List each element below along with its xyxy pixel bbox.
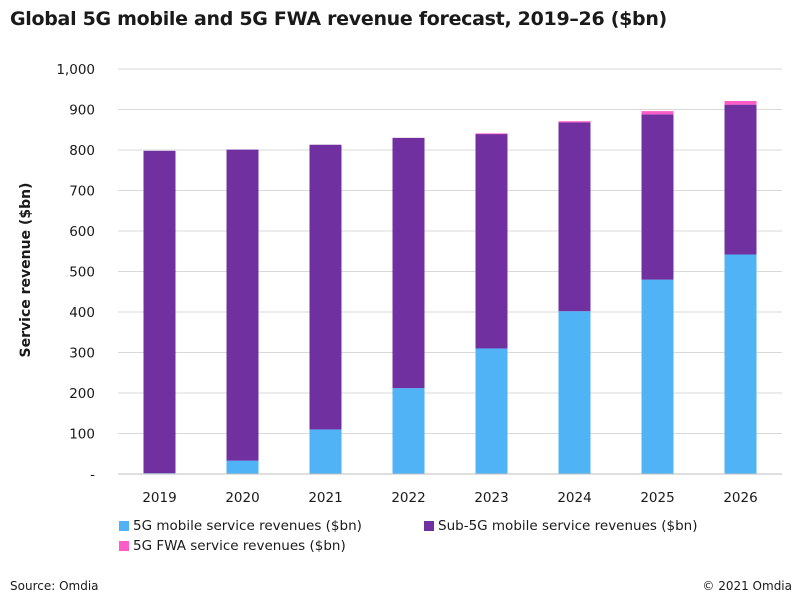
bar-5g-fwa-2026: [724, 100, 757, 105]
bar-5g-fwa-2025: [641, 111, 674, 115]
bar-5g-mobile-2021: [309, 429, 342, 474]
x-tick-label: 2019: [142, 490, 176, 506]
legend: 5G mobile service revenues ($bn) Sub-5G …: [0, 518, 800, 558]
y-tick-label: 1,000: [56, 62, 95, 78]
x-tick-label: 2024: [557, 490, 591, 506]
x-tick-label: 2025: [640, 490, 674, 506]
y-tick-label: -: [90, 467, 95, 483]
legend-swatch-5g-fwa: [119, 541, 129, 551]
y-tick-label: 200: [69, 386, 95, 402]
legend-item-5g-fwa: 5G FWA service revenues ($bn): [119, 538, 346, 554]
bar-sub-5g-mobile-2022: [392, 137, 425, 389]
legend-label-5g-fwa: 5G FWA service revenues ($bn): [133, 538, 346, 554]
copyright-note: © 2021 Omdia: [702, 579, 792, 593]
bar-5g-mobile-2026: [724, 254, 757, 474]
y-tick-label: 900: [69, 103, 95, 119]
x-tick-label: 2021: [308, 490, 342, 506]
bar-5g-mobile-2023: [475, 348, 508, 474]
bar-sub-5g-mobile-2023: [475, 133, 508, 349]
bar-sub-5g-mobile-2026: [724, 104, 757, 255]
legend-item-5g-mobile: 5G mobile service revenues ($bn): [119, 518, 362, 534]
bar-sub-5g-mobile-2025: [641, 114, 674, 280]
y-tick-label: 700: [69, 184, 95, 200]
bar-sub-5g-mobile-2021: [309, 144, 342, 430]
y-tick-label: 500: [69, 265, 95, 281]
bar-5g-fwa-2024: [558, 121, 591, 123]
bar-5g-mobile-2022: [392, 388, 425, 474]
y-tick-label: 600: [69, 224, 95, 240]
chart-plot-area: - 100 200 300 400 500 600 700 800 900 1,000 2019 202…: [18, 62, 782, 506]
bar-sub-5g-mobile-2020: [226, 149, 259, 461]
x-tick-label: 2020: [225, 490, 259, 506]
y-tick-label: 800: [69, 143, 95, 159]
legend-swatch-sub-5g-mobile: [424, 521, 434, 531]
bar-sub-5g-mobile-2024: [558, 122, 591, 312]
y-axis-label: Service revenue ($bn): [18, 183, 34, 358]
y-tick-label: 300: [69, 346, 95, 362]
legend-label-sub-5g-mobile: Sub-5G mobile service revenues ($bn): [438, 518, 698, 534]
legend-item-sub-5g-mobile: Sub-5G mobile service revenues ($bn): [424, 518, 697, 534]
y-tick-label: 400: [69, 305, 95, 321]
chart-title: Global 5G mobile and 5G FWA revenue fore…: [10, 8, 667, 30]
bar-5g-mobile-2020: [226, 460, 259, 474]
bar-5g-mobile-2025: [641, 279, 674, 474]
x-tick-label: 2026: [723, 490, 757, 506]
legend-swatch-5g-mobile: [119, 521, 129, 531]
x-tick-label: 2022: [391, 490, 425, 506]
x-tick-label: 2023: [474, 490, 508, 506]
bar-5g-fwa-2023: [475, 133, 508, 135]
y-tick-label: 100: [69, 427, 95, 443]
bar-5g-mobile-2024: [558, 311, 591, 474]
source-note: Source: Omdia: [10, 579, 99, 593]
legend-label-5g-mobile: 5G mobile service revenues ($bn): [133, 518, 362, 534]
bar-sub-5g-mobile-2019: [143, 150, 176, 474]
